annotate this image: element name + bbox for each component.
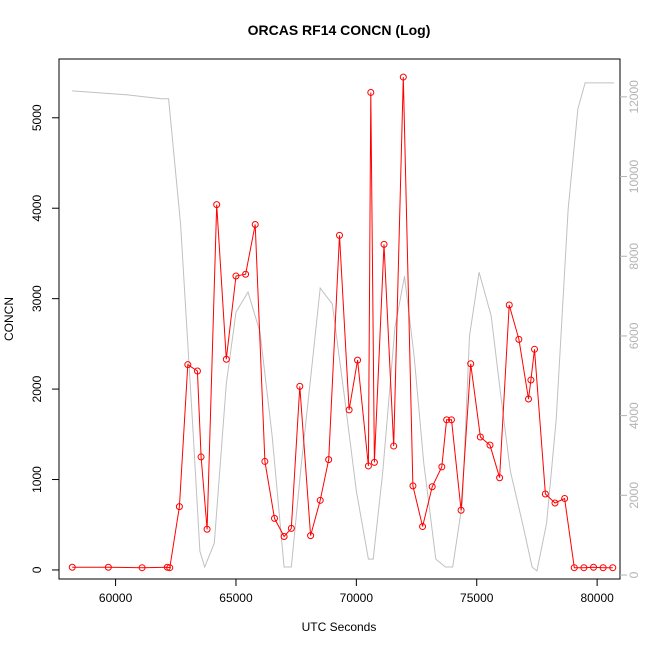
data-point (104, 563, 112, 571)
x-tick-label: 60000 (99, 591, 133, 605)
data-point (197, 453, 205, 461)
y2-tick-label: 6000 (627, 322, 641, 349)
data-point (261, 457, 269, 465)
chart-title: ORCAS RF14 CONCN (Log) (248, 22, 431, 38)
data-point (409, 482, 417, 490)
data-point (307, 532, 315, 540)
data-point (296, 382, 304, 390)
data-point (364, 462, 372, 470)
data-point (175, 503, 183, 511)
data-point (525, 395, 533, 403)
data-point (270, 514, 278, 522)
y2-tick-label: 0 (627, 571, 641, 578)
data-point (287, 524, 295, 532)
data-point (541, 490, 549, 498)
data-point (609, 564, 617, 572)
x-axis-label: UTC Seconds (302, 620, 377, 634)
data-point (527, 376, 535, 384)
data-point (476, 433, 484, 441)
data-point (232, 272, 240, 280)
data-point (390, 442, 398, 450)
data-point (345, 406, 353, 414)
y-tick-label: 3000 (30, 285, 44, 312)
y2-tick-label: 2000 (627, 482, 641, 509)
data-point (370, 458, 378, 466)
data-point (590, 563, 598, 571)
data-point (570, 564, 578, 572)
data-point (242, 270, 250, 278)
data-point (486, 441, 494, 449)
y2-tick-label: 8000 (627, 243, 641, 270)
plot-layer: 60000 65000 70000 75000 80000010002000300040… (30, 73, 641, 605)
data-point (496, 474, 504, 482)
y-tick-label: 0 (30, 566, 44, 573)
data-point (419, 523, 427, 531)
data-point (251, 220, 259, 228)
data-point (367, 88, 375, 96)
y-tick-label: 1000 (30, 466, 44, 493)
data-point (599, 564, 607, 572)
data-point (505, 301, 513, 309)
data-point (325, 456, 333, 464)
data-point (580, 564, 588, 572)
data-point (443, 416, 451, 424)
data-point (163, 563, 171, 571)
data-point (457, 506, 465, 514)
x-tick-label: 75000 (460, 591, 494, 605)
data-point (561, 495, 569, 503)
data-point (515, 335, 523, 343)
y2-tick-label: 4000 (627, 402, 641, 429)
data-point (184, 361, 192, 369)
data-point (467, 360, 475, 368)
data-point (203, 525, 211, 533)
data-point (354, 356, 362, 364)
data-point (428, 483, 436, 491)
data-point (551, 499, 559, 507)
data-point (447, 416, 455, 424)
y-tick-label: 5000 (30, 104, 44, 131)
data-point (336, 231, 343, 239)
data-point (380, 240, 388, 248)
data-point (280, 532, 288, 540)
data-point (138, 564, 146, 572)
data-point (438, 463, 446, 471)
series-line-right-axis (72, 82, 614, 572)
y2-tick-label: 12000 (627, 80, 641, 114)
data-point (222, 355, 230, 363)
x-tick-label: 70000 (340, 591, 374, 605)
y-axis-label: CONCN (2, 297, 16, 341)
data-point (316, 496, 324, 504)
y-tick-label: 4000 (30, 195, 44, 222)
x-tick-label: 65000 (219, 591, 253, 605)
series-line-left-axis (72, 77, 613, 569)
data-point (531, 345, 539, 353)
x-tick-label: 80000 (580, 591, 614, 605)
data-point (166, 564, 174, 572)
y2-tick-label: 10000 (627, 160, 641, 194)
data-point (399, 73, 407, 81)
data-point (68, 563, 76, 571)
plot-area-frame (58, 58, 621, 580)
data-point (193, 367, 201, 375)
y-tick-label: 2000 (30, 375, 44, 402)
data-point (213, 201, 221, 209)
